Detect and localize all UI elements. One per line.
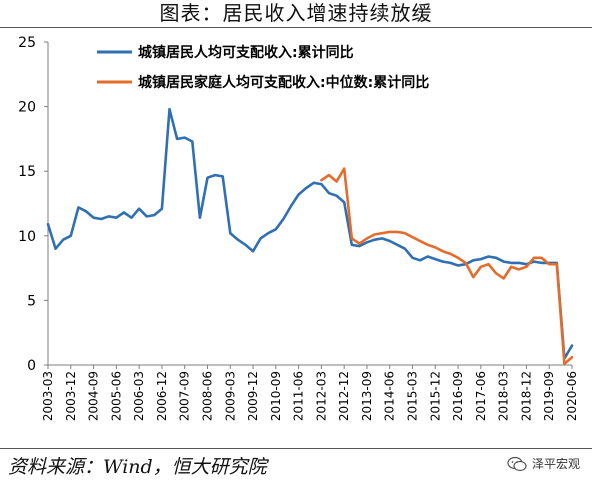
y-tick-label: 15 (18, 164, 36, 180)
x-tick-label: 2007-09 (178, 371, 192, 421)
x-tick-label: 2014-06 (383, 371, 397, 421)
x-tick-label: 2009-12 (246, 371, 260, 421)
x-tick-label: 2019-09 (542, 371, 556, 421)
chart-title: 图表：居民收入增速持续放缓 (159, 1, 433, 25)
line-chart: 0 5 10 15 20 25 2003-03 2003-12 2004-09 2005-06 20… (18, 35, 579, 421)
y-tick-label: 10 (18, 229, 36, 245)
x-tick-label: 2008-06 (200, 371, 214, 421)
wechat-icon (507, 456, 527, 471)
x-tick-label: 2006-03 (132, 371, 146, 421)
x-tick-label: 2013-09 (360, 371, 374, 421)
x-tick-label: 2018-03 (497, 371, 511, 421)
x-tick-label: 2015-12 (428, 371, 442, 421)
watermark-label: 泽平宏观 (531, 457, 580, 471)
y-tick-label: 5 (27, 293, 36, 309)
x-tick-label: 2009-03 (223, 371, 237, 421)
series-line-1 (46, 107, 574, 360)
x-tick-label: 2016-09 (451, 371, 465, 421)
source-note: 资料来源：Wind，恒大研究院 (8, 456, 267, 478)
title-underline (0, 27, 592, 28)
x-tick-label: 2010-09 (269, 371, 283, 421)
x-tick-label: 2011-06 (292, 371, 306, 421)
x-tick-label: 2003-12 (64, 371, 78, 421)
x-tick-label: 2015-03 (406, 371, 420, 421)
x-tick-label: 2006-12 (155, 371, 169, 421)
y-tick-label: 0 (27, 358, 36, 374)
watermark: 泽平宏观 (507, 455, 580, 472)
y-tick-label: 20 (18, 100, 36, 116)
y-tick-label: 25 (18, 35, 36, 51)
legend-label-2: 城镇居民家庭人均可支配收入:中位数:累计同比 (138, 74, 429, 91)
x-tick-label: 2012-12 (337, 371, 351, 421)
x-tick-label: 2003-03 (41, 371, 55, 421)
x-tick-label: 2012-03 (314, 371, 328, 421)
x-tick-label: 2020-06 (565, 371, 579, 421)
x-tick-label: 2005-06 (109, 371, 123, 421)
series-line-2 (320, 167, 574, 365)
footer-divider (0, 448, 592, 449)
x-tick-label: 2018-12 (519, 371, 533, 421)
legend-label-1: 城镇居民人均可支配收入:累计同比 (138, 44, 354, 61)
x-tick-label: 2004-09 (87, 371, 101, 421)
x-tick-label: 2017-06 (474, 371, 488, 421)
